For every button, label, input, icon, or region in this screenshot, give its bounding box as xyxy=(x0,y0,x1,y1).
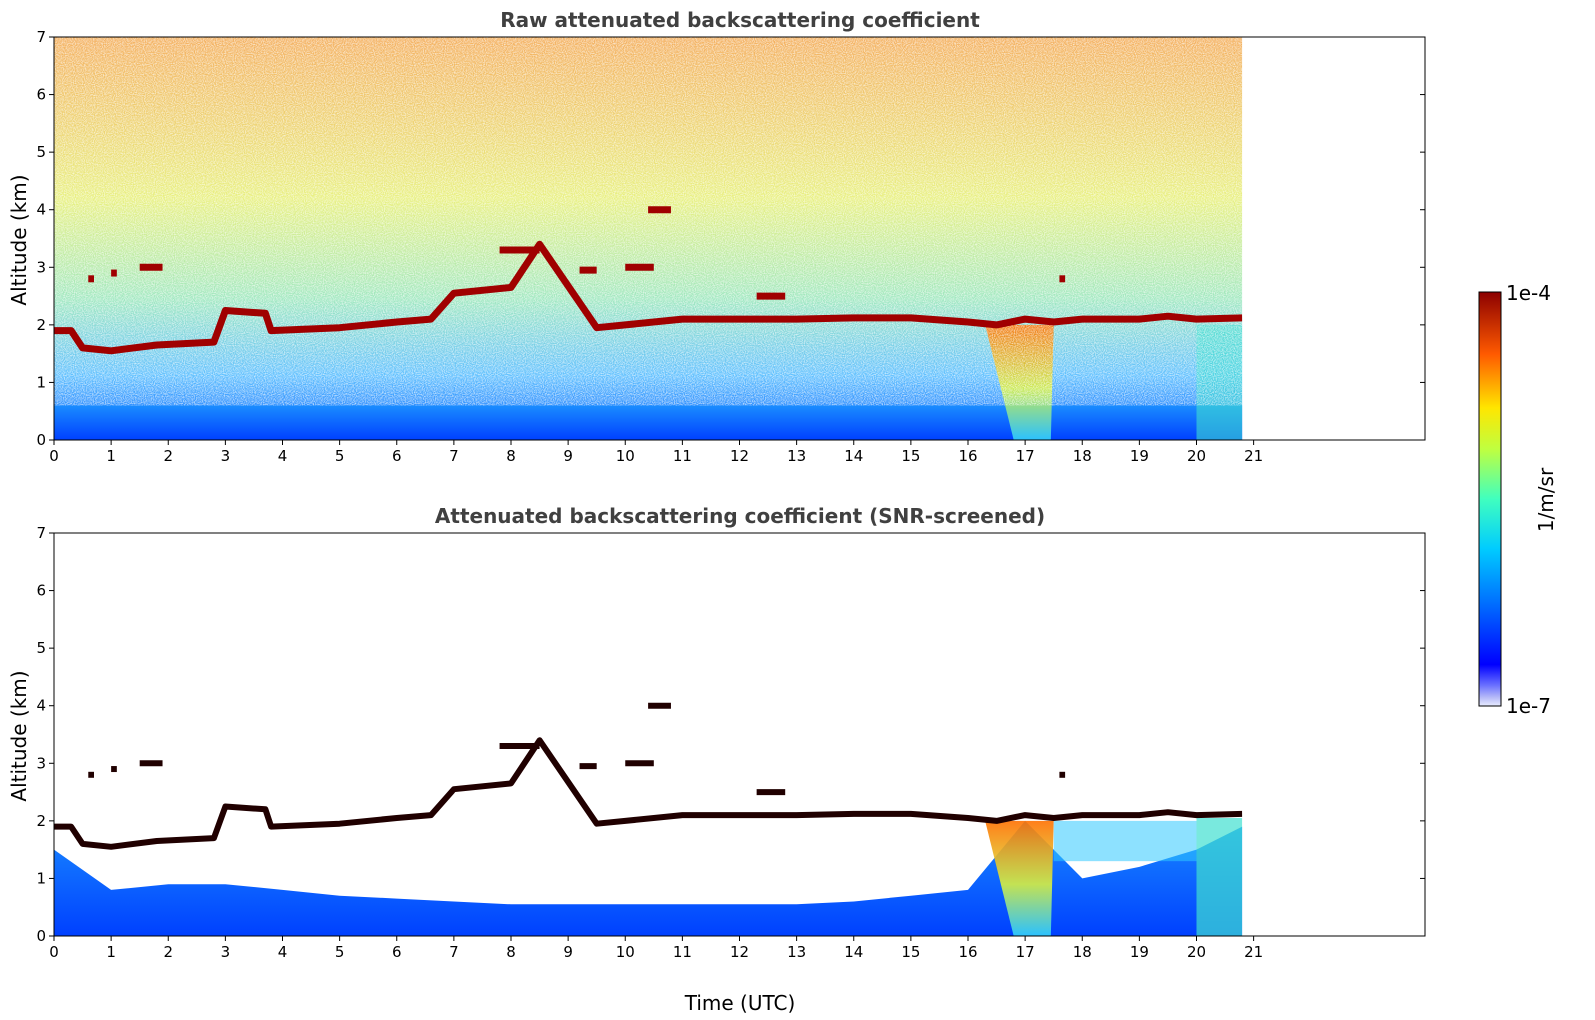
x-tick-label: 10 xyxy=(616,447,635,465)
plot-area xyxy=(54,702,1243,936)
x-tick-label: 16 xyxy=(958,943,977,961)
x-tick-label: 14 xyxy=(844,943,863,961)
x-tick-label: 9 xyxy=(563,447,573,465)
x-tick-label: 13 xyxy=(787,943,806,961)
y-tick-label: 5 xyxy=(36,143,46,161)
raw-y-axis-label: Altitude (km) xyxy=(7,174,31,305)
x-tick-label: 7 xyxy=(449,943,459,961)
y-tick-label: 4 xyxy=(36,201,46,219)
x-tick-label: 0 xyxy=(49,943,59,961)
cloud-layer xyxy=(54,737,1243,850)
x-tick-label: 17 xyxy=(1016,447,1035,465)
x-tick-label: 2 xyxy=(163,943,173,961)
x-tick-label: 19 xyxy=(1130,447,1149,465)
x-tick-label: 1 xyxy=(106,943,116,961)
x-tick-label: 19 xyxy=(1130,943,1149,961)
x-tick-label: 4 xyxy=(278,447,288,465)
x-tick-label: 0 xyxy=(49,447,59,465)
x-tick-label: 3 xyxy=(221,943,231,961)
y-tick-label: 6 xyxy=(36,86,46,104)
aerosol-band xyxy=(1053,820,1197,862)
y-tick-label: 0 xyxy=(36,927,46,945)
x-tick-label: 16 xyxy=(958,447,977,465)
y-tick-label: 2 xyxy=(36,812,46,830)
x-tick-label: 15 xyxy=(901,447,920,465)
x-tick-label: 2 xyxy=(163,447,173,465)
x-tick-label: 18 xyxy=(1073,943,1092,961)
y-tick-label: 1 xyxy=(36,373,46,391)
x-tick-label: 4 xyxy=(278,943,288,961)
x-axis-label: Time (UTC) xyxy=(684,991,796,1015)
x-tick-label: 13 xyxy=(787,447,806,465)
y-tick-label: 0 xyxy=(36,431,46,449)
screened-boundary-layer xyxy=(54,820,1243,936)
x-tick-label: 11 xyxy=(673,447,692,465)
y-tick-label: 6 xyxy=(36,582,46,600)
colorbar-min-label: 1e-7 xyxy=(1506,694,1551,718)
x-tick-label: 12 xyxy=(730,447,749,465)
y-tick-label: 7 xyxy=(36,28,46,46)
y-tick-label: 4 xyxy=(36,697,46,715)
boundary-layer xyxy=(54,405,1243,440)
y-tick-label: 7 xyxy=(36,524,46,542)
x-tick-label: 7 xyxy=(449,447,459,465)
x-tick-label: 21 xyxy=(1244,447,1263,465)
y-tick-label: 1 xyxy=(36,869,46,887)
aerosol-column xyxy=(1196,817,1243,936)
x-tick-label: 8 xyxy=(506,943,516,961)
x-tick-label: 14 xyxy=(844,447,863,465)
x-tick-label: 12 xyxy=(730,943,749,961)
x-tick-label: 18 xyxy=(1073,447,1092,465)
screened-panel-title: Attenuated backscattering coefficient (S… xyxy=(435,504,1045,528)
x-tick-label: 3 xyxy=(221,447,231,465)
x-tick-label: 5 xyxy=(335,943,345,961)
screened-y-axis-label: Altitude (km) xyxy=(7,670,31,801)
colorbar: 1e-4 1e-7 1/m/sr xyxy=(1478,281,1558,718)
aerosol-plume xyxy=(985,820,1054,936)
x-tick-label: 5 xyxy=(335,447,345,465)
y-tick-label: 2 xyxy=(36,316,46,334)
x-tick-label: 9 xyxy=(563,943,573,961)
colorbar-max-label: 1e-4 xyxy=(1506,281,1551,305)
raw-panel: 0 1 2 3 4 5 6 7 8 9 10 11 12 13 14 15 16 17 18 19 20 21012345… xyxy=(36,28,1426,465)
y-tick-label: 3 xyxy=(36,754,46,772)
raw-panel-title: Raw attenuated backscattering coefficien… xyxy=(500,8,980,32)
x-tick-label: 20 xyxy=(1187,447,1206,465)
x-tick-label: 6 xyxy=(392,943,402,961)
colorbar-gradient xyxy=(1478,291,1502,707)
x-tick-label: 21 xyxy=(1244,943,1263,961)
x-tick-label: 10 xyxy=(616,943,635,961)
x-tick-label: 1 xyxy=(106,447,116,465)
x-tick-label: 17 xyxy=(1016,943,1035,961)
cloud-layer xyxy=(54,240,1243,355)
x-tick-label: 15 xyxy=(901,943,920,961)
x-tick-label: 8 xyxy=(506,447,516,465)
colorbar-unit-label: 1/m/sr xyxy=(1534,467,1558,532)
noise-overlay xyxy=(54,37,1243,406)
y-tick-label: 5 xyxy=(36,639,46,657)
screened-panel: 0 1 2 3 4 5 6 7 8 9 10 11 12 13 14 15 16 17 18 19 20 21012345… xyxy=(36,524,1426,961)
x-tick-label: 20 xyxy=(1187,943,1206,961)
y-tick-label: 3 xyxy=(36,258,46,276)
x-tick-label: 11 xyxy=(673,943,692,961)
x-tick-label: 6 xyxy=(392,447,402,465)
plot-area xyxy=(54,37,1243,440)
